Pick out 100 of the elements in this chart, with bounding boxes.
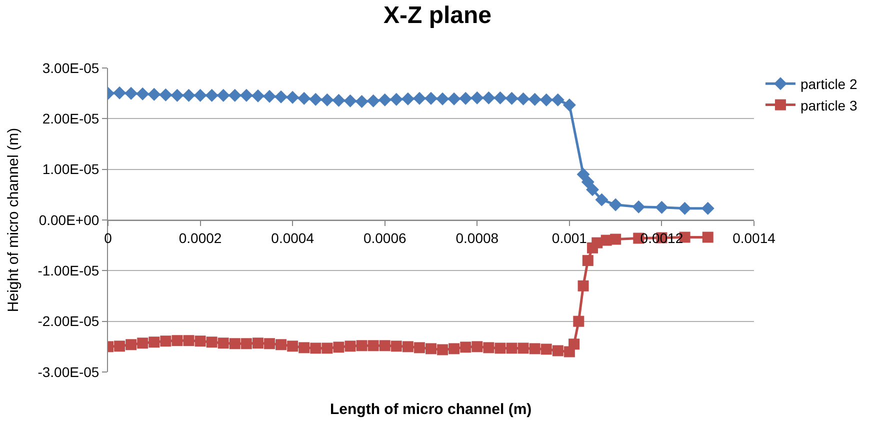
point [148,336,160,348]
point [576,168,590,181]
point [252,338,264,349]
x-tick-label: 0.0012 [640,230,684,246]
point [287,340,298,352]
point [368,340,379,352]
point [390,92,403,106]
point [137,338,148,349]
point [436,92,450,106]
point [678,202,692,215]
point [586,183,599,196]
point [582,255,594,266]
point [298,342,310,354]
point [160,336,172,347]
chart-title: X-Z plane [383,2,492,30]
point [263,90,276,103]
point [459,92,472,105]
point [424,92,438,105]
point [412,92,426,105]
point [136,87,150,100]
point [240,338,252,350]
point [286,90,300,104]
point [126,339,137,350]
x-tick-label: 0 [104,230,112,246]
point [448,343,460,354]
point [552,345,564,356]
point [309,92,322,106]
point [655,200,668,214]
point [170,88,184,102]
point [702,232,714,243]
point [320,93,334,106]
point [114,340,126,352]
x-tick-label: 0.0008 [456,230,499,246]
point [332,94,346,107]
point [183,335,194,346]
point [494,91,507,104]
point [494,342,506,354]
point [172,335,183,346]
point [310,342,322,354]
point [470,91,484,104]
point [344,94,357,108]
point [529,343,540,354]
point [113,86,126,100]
point [518,342,529,354]
point [448,92,461,106]
y-axis-title: Height of micro channel (m) [4,128,22,312]
point [482,91,496,104]
point [401,92,414,106]
x-tick-label: 0.0004 [271,230,314,246]
point [355,94,368,108]
point [483,342,494,354]
point [216,88,230,102]
point [540,93,553,106]
point [124,86,138,100]
point [159,88,172,102]
point [516,92,530,106]
point [333,342,344,353]
point [540,344,552,355]
point [274,90,288,104]
point [390,340,402,352]
point [506,342,518,354]
point [344,340,356,352]
point [573,316,584,327]
point [194,88,207,102]
point [378,93,392,106]
point [460,342,472,353]
point [366,94,380,108]
point [148,88,161,101]
point [632,200,646,214]
point [562,98,576,112]
y-tick-label: -2.00E-05 [38,313,100,330]
point [568,338,580,350]
point [182,88,196,102]
point [472,341,483,352]
point [581,176,594,188]
point [206,336,218,348]
legend-label: particle 3 [800,97,858,114]
x-tick-label: 0.001 [552,230,588,246]
point [229,338,240,350]
point [251,89,264,102]
y-tick-label: 3.00E-05 [42,60,100,76]
y-tick-label: 0.00E+00 [38,212,100,228]
y-tick-label: 1.00E-05 [42,161,100,178]
point [218,338,229,349]
x-tick-label: 0.0002 [178,230,222,246]
point [609,198,622,212]
x-axis-title: Length of micro channel (m) [330,401,532,418]
point [264,338,275,350]
point [402,341,414,352]
point [379,340,390,352]
point [276,339,287,350]
point [298,92,311,105]
point [528,92,542,106]
legend-label: particle 2 [800,76,858,92]
point [437,344,448,356]
y-tick-label: 2.00E-05 [42,110,100,127]
y-tick-label: -1.00E-05 [38,262,100,279]
point [610,234,622,245]
point [551,93,564,106]
point [505,92,518,105]
